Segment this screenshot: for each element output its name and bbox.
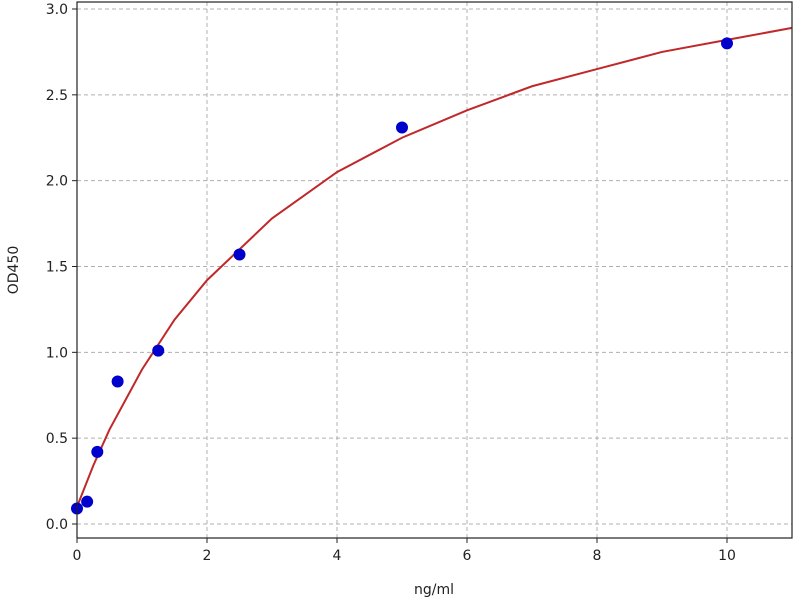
y-tick-label: 1.5 <box>46 260 68 276</box>
y-tick-label: 0.0 <box>46 517 68 533</box>
data-point <box>233 248 246 261</box>
y-axis-label: OD450 <box>6 246 22 295</box>
x-tick-label: 4 <box>333 548 342 564</box>
x-tick-label: 10 <box>718 548 736 564</box>
data-point <box>81 495 94 508</box>
data-points <box>71 37 733 515</box>
plot-frame <box>76 1 793 539</box>
x-tick-label: 2 <box>203 548 212 564</box>
grid <box>76 2 792 538</box>
y-tick-label: 3.0 <box>46 2 68 18</box>
x-axis-label: ng/ml <box>414 582 454 598</box>
data-point <box>91 445 104 458</box>
x-tick-label: 6 <box>463 548 472 564</box>
fit-curve <box>76 26 793 508</box>
x-tick-label: 8 <box>593 548 602 564</box>
data-point <box>152 344 165 357</box>
y-tick-label: 2.5 <box>46 88 68 104</box>
data-point <box>111 375 124 388</box>
y-tick-label: 0.5 <box>46 431 68 447</box>
y-tick-label: 1.0 <box>46 345 68 361</box>
x-tick-label: 0 <box>73 548 82 564</box>
axis-ticks: 0 2 4 6 8 10 0.0 0.5 1.0 1.5 2.0 2.5 3.0 <box>46 2 736 564</box>
data-point <box>396 121 408 134</box>
y-tick-label: 2.0 <box>46 174 68 190</box>
data-point <box>721 37 733 50</box>
